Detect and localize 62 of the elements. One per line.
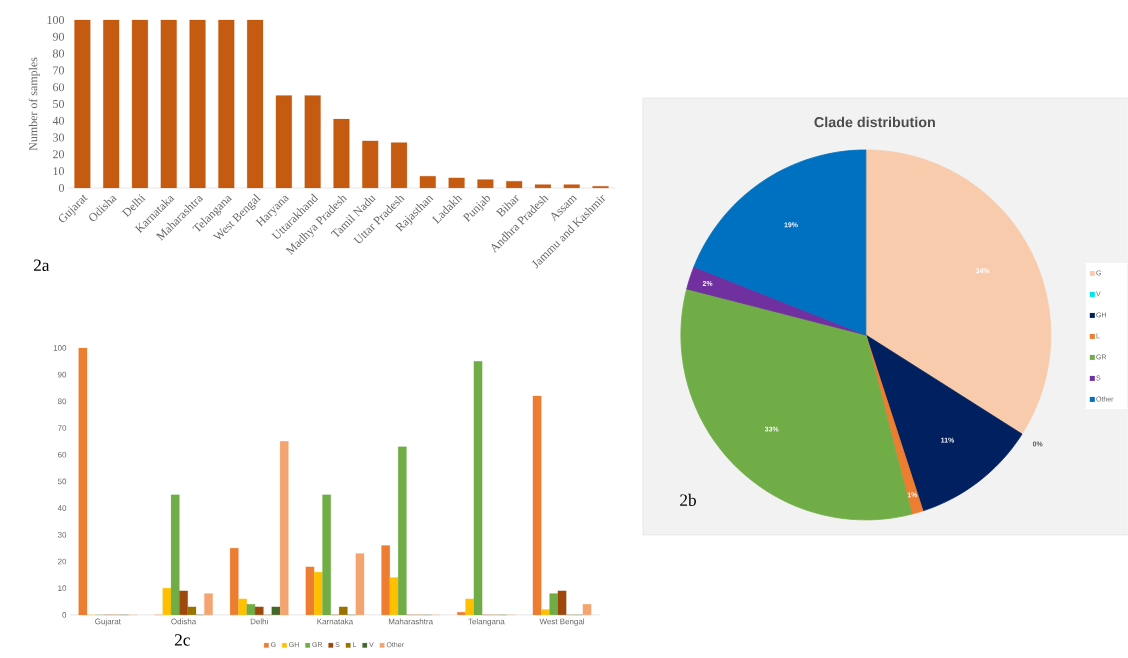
text: 2a [33, 259, 50, 272]
bar [541, 609, 550, 616]
bar [534, 184, 551, 189]
y-tick-label: 60 [53, 83, 65, 92]
bar [187, 606, 197, 616]
bar [218, 19, 235, 189]
bar [271, 606, 281, 616]
bar [230, 548, 239, 616]
bar [563, 184, 580, 189]
bar [557, 590, 567, 616]
bar [473, 361, 483, 616]
bar [398, 446, 407, 616]
bar [314, 572, 323, 616]
bar [339, 606, 348, 616]
bar [549, 593, 558, 616]
bar [170, 494, 180, 616]
bar [477, 179, 494, 189]
text: 2c [174, 634, 190, 646]
bar [506, 181, 523, 189]
bar [204, 593, 213, 616]
bar [391, 142, 408, 189]
bar [74, 19, 91, 189]
chart-title: Clade distribution [814, 116, 935, 128]
bar [305, 566, 315, 616]
bar [254, 606, 264, 616]
bar [131, 19, 148, 189]
y-tick-label: 30 [53, 133, 65, 142]
bar [465, 598, 474, 616]
bar [389, 577, 399, 616]
bar [532, 395, 542, 616]
y-tick-label: 90 [52, 32, 65, 41]
y-tick-label: 0 [58, 183, 65, 193]
bar [247, 19, 264, 189]
y-tick-label: 70 [53, 66, 65, 75]
bar [162, 588, 172, 616]
bar [322, 494, 331, 616]
bar [189, 19, 206, 189]
bar [275, 95, 292, 189]
y-tick-label: 80 [52, 49, 65, 58]
bar [333, 119, 350, 189]
y-tick-label: 40 [52, 116, 65, 125]
y-tick-label: 10 [53, 167, 65, 176]
y-tick-label: 50 [53, 99, 65, 109]
y-tick-label: 100 [47, 16, 65, 25]
bar [457, 612, 466, 616]
bar [381, 545, 390, 616]
bar [78, 347, 88, 616]
bar [582, 604, 592, 616]
bar [246, 604, 256, 616]
bar [362, 140, 379, 189]
y-tick-label: 20 [53, 150, 65, 159]
bar [419, 176, 436, 189]
bar [238, 598, 247, 616]
bar [304, 95, 321, 189]
bar [355, 553, 365, 616]
bar [448, 177, 465, 189]
bar [103, 19, 120, 189]
text: 2b [680, 493, 696, 507]
bar [160, 19, 177, 189]
bar [279, 441, 289, 616]
y-axis-title: Number of samples [28, 57, 40, 151]
bar [179, 590, 188, 616]
